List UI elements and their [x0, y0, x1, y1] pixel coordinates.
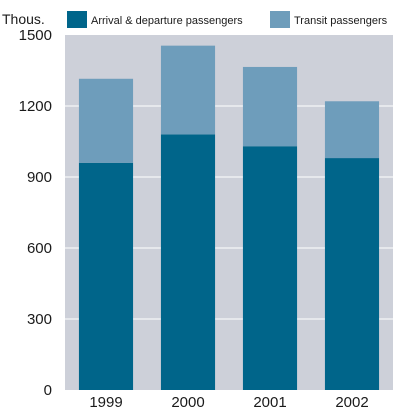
bar-2000-arrival-departure	[161, 134, 215, 390]
bar-1999-arrival-departure	[79, 163, 133, 390]
x-tick-label-1999: 1999	[89, 394, 122, 411]
legend-swatch-transit	[270, 11, 290, 28]
x-tick-label-2001: 2001	[253, 394, 286, 411]
legend: Arrival & departure passengers Transit p…	[67, 11, 388, 28]
y-axis-tick-labels: 0 300 600 900 1200 1500	[19, 27, 52, 399]
y-tick-label-1200: 1200	[19, 98, 52, 115]
unit-label: Thous.	[2, 11, 45, 27]
x-tick-label-2000: 2000	[171, 394, 204, 411]
y-tick-label-600: 600	[27, 240, 52, 257]
legend-label-transit: Transit passengers	[294, 15, 388, 27]
bar-2001-arrival-departure	[243, 146, 297, 390]
x-tick-label-2002: 2002	[335, 394, 368, 411]
bar-2002-arrival-departure	[325, 158, 379, 390]
y-tick-label-1500: 1500	[19, 27, 52, 44]
bar-1999-transit	[79, 79, 133, 163]
legend-swatch-arrival-departure	[67, 11, 87, 28]
legend-item-arrival-departure: Arrival & departure passengers	[67, 11, 243, 28]
legend-label-arrival-departure: Arrival & departure passengers	[91, 15, 243, 27]
bar-2000-transit	[161, 46, 215, 135]
y-tick-label-900: 900	[27, 169, 52, 186]
bar-2002-transit	[325, 101, 379, 158]
bar-2001-transit	[243, 67, 297, 146]
x-axis-tick-labels: 1999 2000 2001 2002	[89, 394, 368, 411]
legend-item-transit: Transit passengers	[270, 11, 388, 28]
y-tick-label-300: 300	[27, 311, 52, 328]
y-tick-label-0: 0	[44, 382, 52, 399]
